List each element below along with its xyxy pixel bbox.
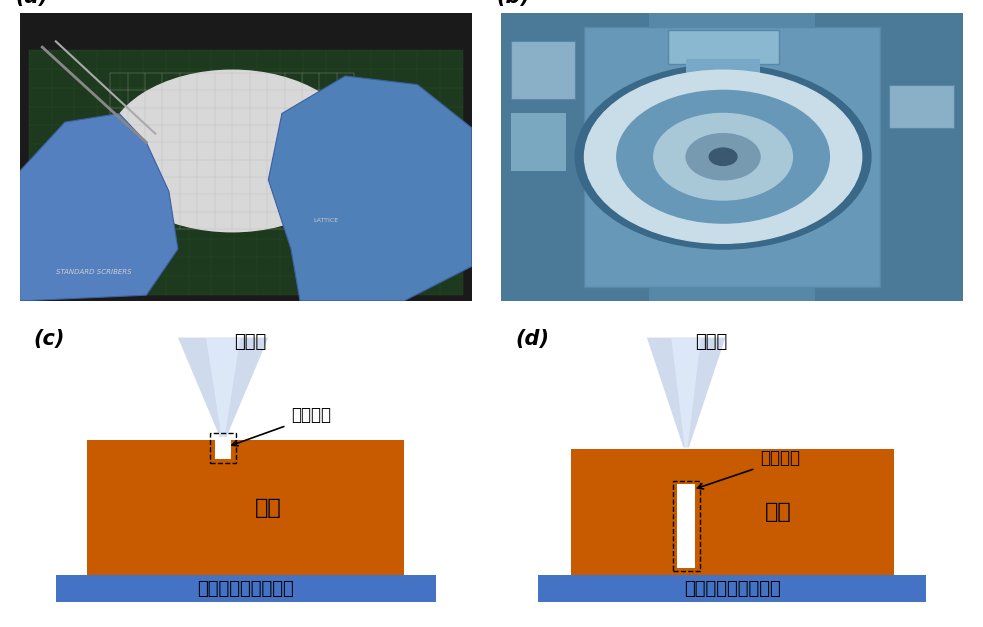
Circle shape — [575, 65, 871, 249]
Bar — [585, 27, 880, 287]
Text: LATTICE: LATTICE — [314, 218, 339, 223]
Bar — [570, 449, 895, 576]
Bar — [890, 85, 954, 128]
Text: 表面切割: 表面切割 — [291, 406, 331, 424]
Polygon shape — [178, 337, 268, 438]
Bar — [56, 576, 435, 603]
Polygon shape — [647, 337, 725, 448]
Polygon shape — [206, 337, 240, 438]
Circle shape — [709, 148, 737, 166]
Polygon shape — [20, 113, 178, 301]
Text: STANDARD SCRIBERS: STANDARD SCRIBERS — [56, 269, 132, 275]
Text: 蓝膜（可延伸胶带）: 蓝膜（可延伸胶带） — [684, 580, 781, 598]
Text: 蓝膜（可延伸胶带）: 蓝膜（可延伸胶带） — [198, 580, 294, 598]
Text: 激光束: 激光束 — [234, 333, 266, 351]
Bar — [677, 483, 695, 568]
Text: 晶圆: 晶圆 — [765, 502, 792, 522]
Text: (c): (c) — [33, 329, 65, 349]
Bar — [87, 440, 404, 576]
Text: 激光束: 激光束 — [695, 333, 727, 351]
Bar — [29, 50, 463, 295]
Bar — [501, 13, 649, 301]
Polygon shape — [268, 76, 472, 301]
Circle shape — [654, 113, 792, 200]
Circle shape — [617, 90, 830, 223]
Bar — [209, 433, 237, 463]
Bar — [672, 480, 700, 571]
Bar — [539, 576, 926, 603]
Bar — [510, 113, 566, 171]
Circle shape — [686, 134, 760, 180]
Bar — [215, 437, 231, 460]
Polygon shape — [671, 337, 701, 448]
Bar — [816, 13, 963, 301]
Text: (b): (b) — [496, 0, 531, 7]
Bar — [667, 30, 779, 65]
Text: (a): (a) — [15, 0, 48, 7]
Circle shape — [585, 70, 862, 243]
Bar — [686, 59, 760, 76]
Text: (d): (d) — [515, 329, 549, 349]
Bar — [510, 41, 575, 99]
Text: 内部切割: 内部切割 — [760, 449, 800, 467]
Circle shape — [105, 70, 359, 232]
Text: 晶圆: 晶圆 — [255, 498, 282, 518]
